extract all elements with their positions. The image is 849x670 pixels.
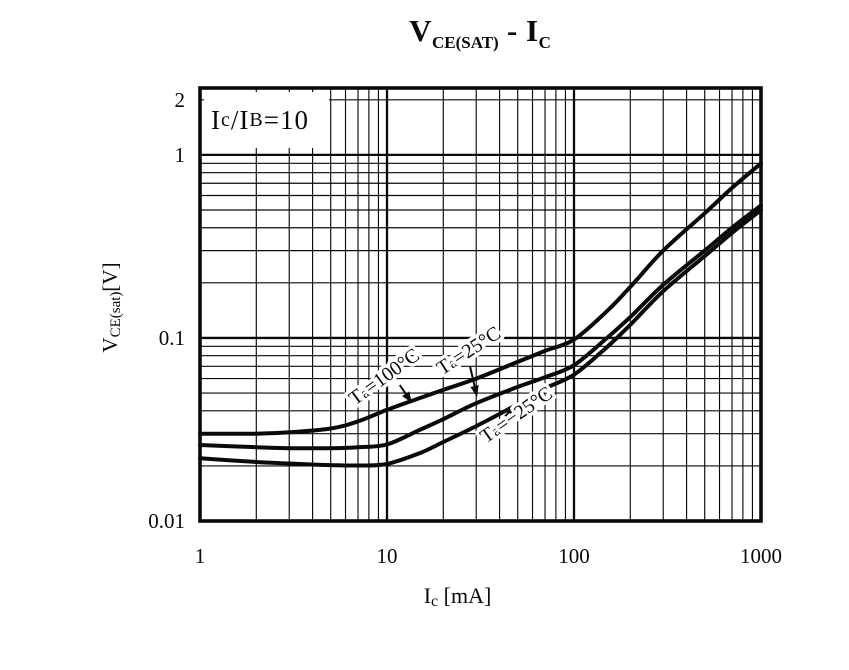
y-axis-label: VCE(sat)[V]	[98, 262, 124, 352]
x-tick-100: 100	[558, 544, 590, 568]
chart-title: VCE(SAT) - IC	[409, 13, 551, 53]
curve-label-ta-100-c-arrow-head	[402, 391, 412, 404]
cond-sub-b: B	[249, 108, 264, 131]
title-separator: -	[498, 13, 527, 48]
title-v: V	[409, 13, 432, 48]
curve-ta-100-c	[198, 161, 763, 436]
title-v-subscript: CE(SAT)	[431, 33, 499, 52]
plot-border	[198, 86, 763, 523]
x-tick-1: 1	[195, 544, 206, 568]
x-tick-10: 10	[377, 544, 398, 568]
curve-label-ta-25-c-arrow-head	[505, 403, 516, 416]
x-tick-1000: 1000	[740, 544, 782, 568]
y-tick-0.01: 0.01	[148, 509, 185, 533]
y-tick-2: 2	[175, 88, 186, 112]
cond-sub-c: c	[221, 108, 231, 131]
curve-ta-25-c	[198, 203, 763, 451]
curve-label-ta-25-c-arrow-line	[469, 366, 477, 391]
y-tick-1: 1	[175, 143, 186, 167]
title-i: I	[526, 13, 539, 48]
cond-text: I	[211, 104, 221, 135]
cond-text2: /I	[230, 104, 250, 135]
title-i-subscript: C	[538, 33, 551, 52]
x-axis-label: Ic [mA]	[424, 583, 492, 610]
cond-text3: =10	[263, 104, 309, 135]
grid	[198, 88, 763, 523]
y-tick-0.1: 0.1	[159, 326, 185, 350]
curve-label-ta-25-c-arrow-line	[494, 408, 512, 429]
curve-label-ta-25-c-arrow-head	[470, 385, 479, 397]
curve-ta-25-c	[198, 208, 763, 468]
